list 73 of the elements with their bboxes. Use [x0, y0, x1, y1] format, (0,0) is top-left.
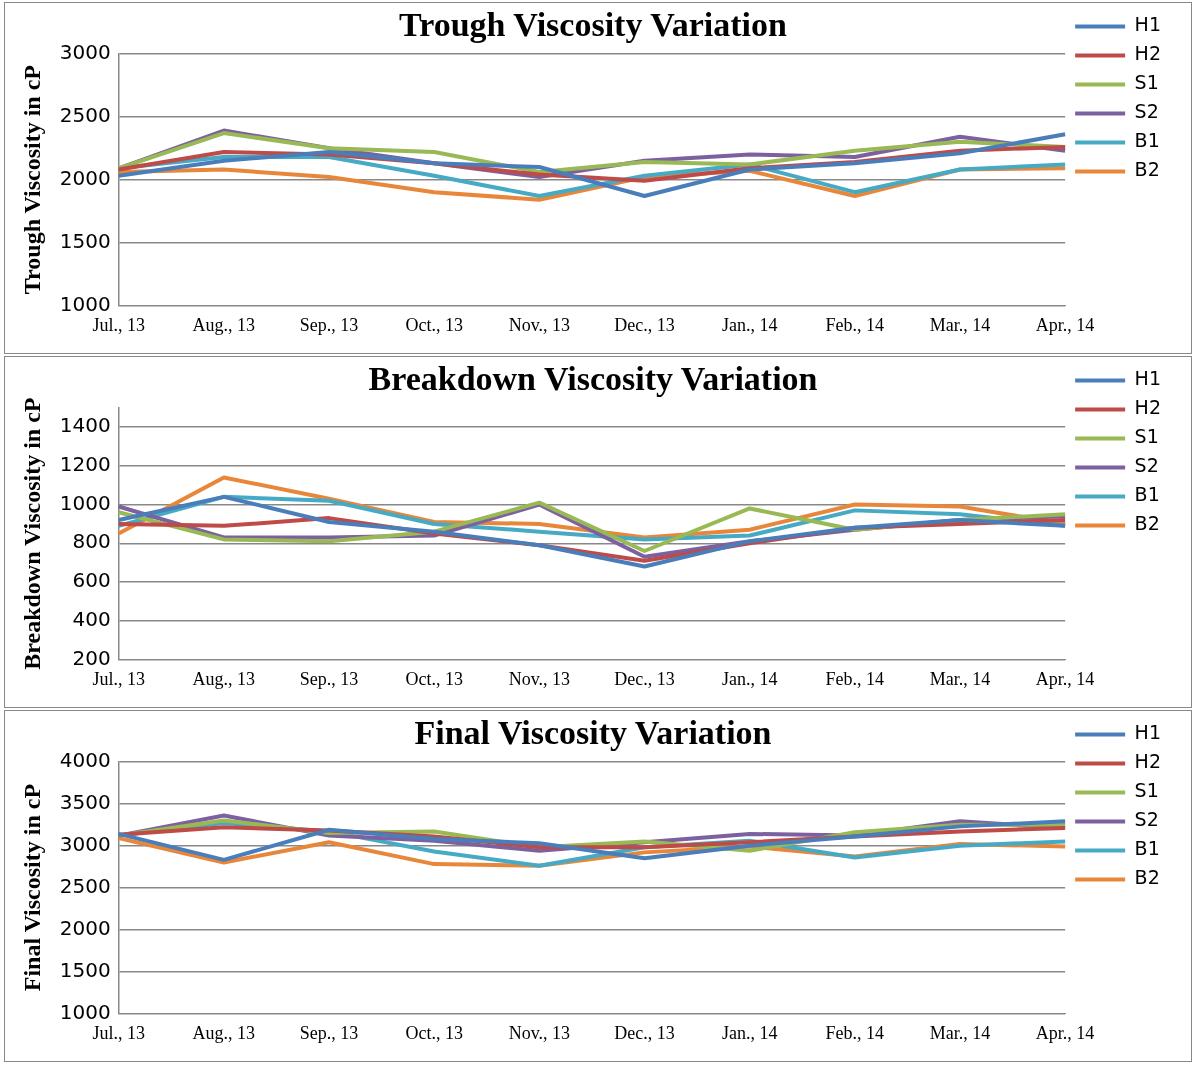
x-tick-label: Apr., 14: [1035, 314, 1095, 335]
x-tick-label: Apr., 14: [1035, 668, 1095, 689]
legend-label: B2: [1134, 866, 1160, 889]
x-tick-label: Aug., 13: [192, 1022, 256, 1043]
legend-label: H1: [1134, 721, 1162, 744]
chart-title: Breakdown Viscosity Variation: [368, 360, 818, 398]
x-tick-label: Nov., 13: [508, 314, 570, 335]
x-tick-label: Jul., 13: [92, 314, 145, 335]
x-tick-label: Dec., 13: [614, 1022, 675, 1043]
legend-label: S2: [1134, 100, 1159, 123]
legend-label: S1: [1134, 779, 1159, 802]
y-tick-label: 2000: [59, 915, 111, 940]
y-tick-label: 3500: [59, 789, 111, 814]
y-tick-label: 200: [72, 645, 111, 670]
y-tick-label: 1500: [59, 228, 111, 253]
x-tick-label: Oct., 13: [405, 1022, 463, 1043]
y-tick-label: 800: [72, 529, 111, 554]
x-tick-label: Sep., 13: [299, 668, 359, 689]
legend-label: H1: [1134, 367, 1162, 390]
y-axis-title: Final Viscosity in cP: [18, 783, 45, 992]
legend-label: B2: [1134, 158, 1160, 181]
legend-label: H1: [1134, 13, 1162, 36]
chart-title: Final Viscosity Variation: [414, 714, 772, 752]
y-tick-label: 3000: [59, 831, 111, 856]
x-tick-label: Jan., 14: [721, 314, 778, 335]
x-tick-label: Mar., 14: [929, 314, 991, 335]
legend-label: S2: [1134, 808, 1159, 831]
x-tick-label: Nov., 13: [508, 1022, 570, 1043]
x-tick-label: Dec., 13: [614, 314, 675, 335]
y-axis-title: Breakdown Viscosity in cP: [18, 397, 45, 670]
y-tick-label: 600: [72, 568, 111, 593]
y-tick-label: 4000: [59, 748, 111, 772]
x-tick-label: Jan., 14: [721, 668, 778, 689]
x-tick-label: Nov., 13: [508, 668, 570, 689]
legend-label: S1: [1134, 71, 1159, 94]
legend-label: H2: [1134, 396, 1162, 419]
x-tick-label: Aug., 13: [192, 314, 256, 335]
legend-label: B1: [1134, 129, 1160, 152]
x-tick-label: Mar., 14: [929, 1022, 991, 1043]
legend-label: B2: [1134, 512, 1160, 535]
y-tick-label: 1000: [59, 999, 111, 1024]
y-tick-label: 1200: [59, 452, 111, 477]
x-tick-label: Feb., 14: [825, 1022, 885, 1043]
y-tick-label: 2500: [59, 102, 111, 127]
legend-label: B1: [1134, 483, 1160, 506]
x-tick-label: Jan., 14: [721, 1022, 778, 1043]
x-tick-label: Sep., 13: [299, 1022, 359, 1043]
x-tick-label: Oct., 13: [405, 314, 463, 335]
legend-label: B1: [1134, 837, 1160, 860]
chart-title: Trough Viscosity Variation: [399, 6, 788, 44]
x-tick-label: Feb., 14: [825, 668, 885, 689]
x-tick-label: Apr., 14: [1035, 1022, 1095, 1043]
x-tick-label: Sep., 13: [299, 314, 359, 335]
x-tick-label: Jul., 13: [92, 668, 145, 689]
legend-label: S1: [1134, 425, 1159, 448]
x-tick-label: Aug., 13: [192, 668, 256, 689]
legend-label: H2: [1134, 750, 1162, 773]
y-tick-label: 400: [72, 606, 111, 631]
x-tick-label: Mar., 14: [929, 668, 991, 689]
y-tick-label: 1400: [59, 413, 111, 438]
x-tick-label: Jul., 13: [92, 1022, 145, 1043]
y-tick-label: 3000: [59, 40, 111, 64]
x-tick-label: Dec., 13: [614, 668, 675, 689]
y-tick-label: 1000: [59, 291, 111, 316]
legend-label: H2: [1134, 42, 1162, 65]
y-tick-label: 2500: [59, 873, 111, 898]
y-tick-label: 1000: [59, 490, 111, 515]
legend-label: S2: [1134, 454, 1159, 477]
y-axis-title: Trough Viscosity in cP: [18, 65, 45, 295]
x-tick-label: Feb., 14: [825, 314, 885, 335]
x-tick-label: Oct., 13: [405, 668, 463, 689]
y-tick-label: 1500: [59, 957, 111, 982]
y-tick-label: 2000: [59, 165, 111, 190]
